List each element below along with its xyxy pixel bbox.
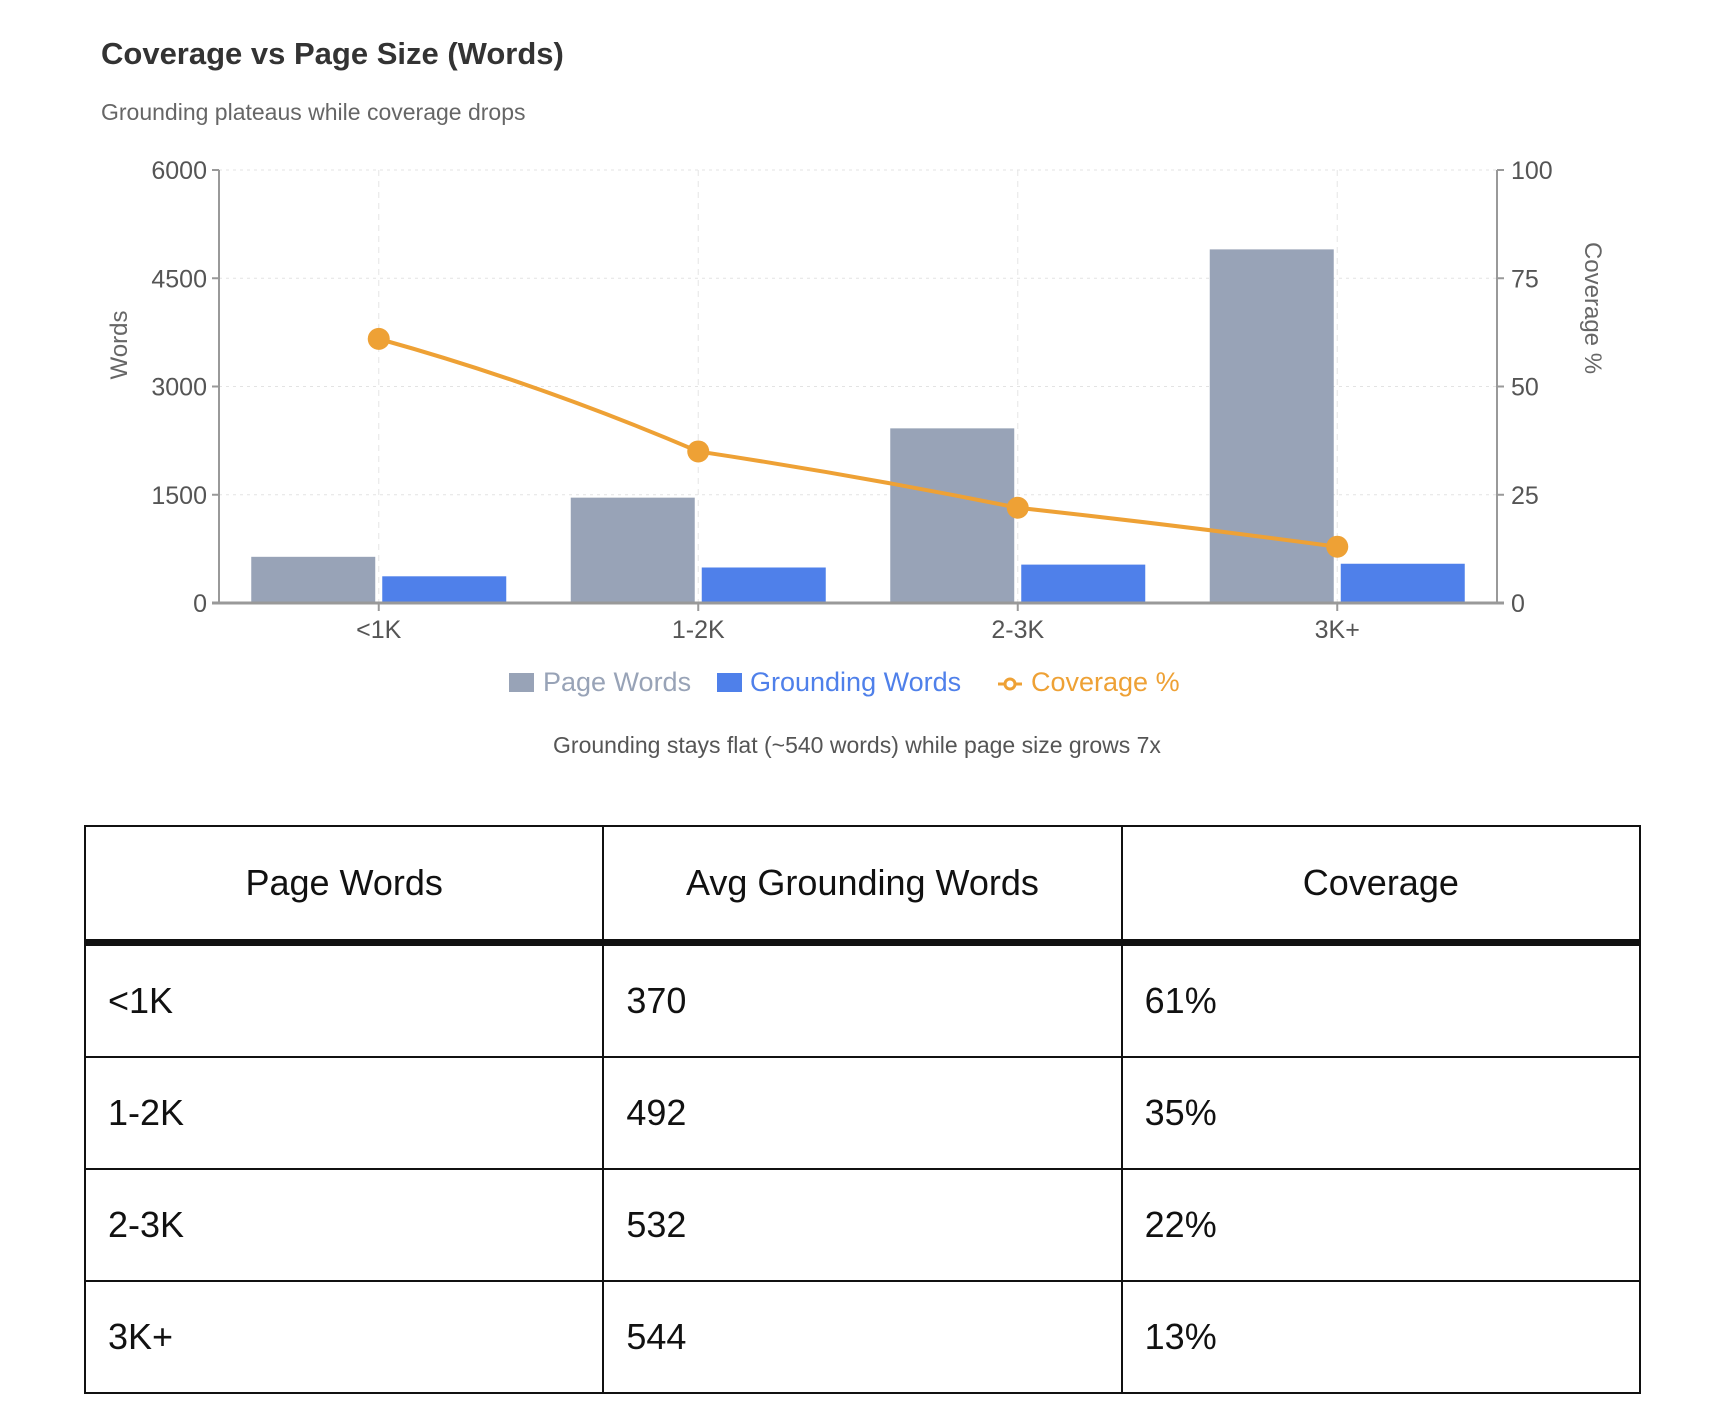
table-cell: 544 <box>602 1280 1123 1394</box>
table-row: 2-3K 532 22% <box>83 1168 1642 1282</box>
table-cell: 13% <box>1120 1280 1642 1394</box>
y2-axis-title: Coverage % <box>1579 242 1606 374</box>
y2-tick-label: 25 <box>1511 482 1539 510</box>
table-row: 3K+ 544 13% <box>83 1280 1642 1394</box>
table-cell: 370 <box>602 941 1123 1058</box>
legend: Page Words Grounding Words Coverage % <box>509 667 1180 697</box>
y-tick-label: 3000 <box>151 374 207 402</box>
bar-page-words <box>1209 249 1334 603</box>
y-tick-label: 0 <box>193 590 207 618</box>
table-cell: 1-2K <box>83 1056 605 1170</box>
bar-page-words <box>890 428 1015 603</box>
coverage-point <box>1006 496 1029 519</box>
bar-grounding-words <box>382 576 507 603</box>
y2-tick-label: 50 <box>1511 374 1539 402</box>
coverage-point <box>1326 535 1349 558</box>
table-cell: 22% <box>1120 1168 1642 1282</box>
y2-tick-label: 75 <box>1511 265 1539 293</box>
legend-page-words[interactable]: Page Words <box>543 667 691 697</box>
table-cell: 3K+ <box>83 1280 605 1394</box>
table-cell: 61% <box>1120 941 1642 1058</box>
x-tick-label: 2-3K <box>991 616 1044 644</box>
coverage-point <box>687 440 710 463</box>
table-row: 1-2K 492 35% <box>83 1056 1642 1170</box>
bar-page-words <box>251 556 376 603</box>
legend-swatch-grounding-words <box>717 673 742 692</box>
legend-grounding-words[interactable]: Grounding Words <box>750 667 961 697</box>
column-header: Page Words <box>83 825 605 946</box>
table-cell: 492 <box>602 1056 1123 1170</box>
table-cell: 532 <box>602 1168 1123 1282</box>
legend-coverage[interactable]: Coverage % <box>1031 667 1180 697</box>
y-tick-label: 6000 <box>151 157 207 185</box>
bar-page-words <box>570 497 695 603</box>
bar-grounding-words <box>1340 563 1465 603</box>
chart-annotation: Grounding stays flat (~540 words) while … <box>553 732 1161 758</box>
y2-tick-label: 100 <box>1511 157 1553 185</box>
column-header: Avg Grounding Words <box>602 825 1123 946</box>
column-header: Coverage <box>1120 825 1642 946</box>
legend-swatch-page-words <box>509 673 534 692</box>
table-row: <1K 370 61% <box>83 941 1642 1058</box>
table-cell: <1K <box>83 941 605 1058</box>
y-axis-title: Words <box>106 311 133 380</box>
x-tick-label: 3K+ <box>1315 616 1360 644</box>
y2-tick-label: 0 <box>1511 590 1525 618</box>
table-cell: 35% <box>1120 1056 1642 1170</box>
y-tick-label: 1500 <box>151 482 207 510</box>
y-tick-label: 4500 <box>151 265 207 293</box>
coverage-line <box>367 327 1349 558</box>
coverage-point <box>367 327 390 350</box>
table-cell: 2-3K <box>83 1168 605 1282</box>
x-tick-label: <1K <box>356 616 402 644</box>
table-body: <1K 370 61% 1-2K 492 35% 2-3K 532 22% 3K+ 544 13% <box>83 941 1642 1394</box>
bar-grounding-words <box>1021 564 1146 603</box>
chart-title: Coverage vs Page Size (Words) <box>101 36 564 71</box>
coverage-table: Page Words Avg Grounding Words Coverage <1… <box>83 825 1642 1394</box>
bar-grounding-words <box>701 567 826 603</box>
chart-subtitle: Grounding plateaus while coverage drops <box>101 99 526 125</box>
coverage-line-path <box>378 336 1338 549</box>
table-header-row: Page Words Avg Grounding Words Coverage <box>83 825 1642 946</box>
legend-marker-icon <box>1003 677 1017 691</box>
coverage-chart: Coverage vs Page Size (Words) Grounding … <box>101 36 1606 758</box>
bars <box>251 249 1465 603</box>
x-tick-label: 1-2K <box>672 616 725 644</box>
axes: 0 1500 3000 4500 6000 0 25 50 75 100 <1K 1-2K 2-3K 3K… <box>151 157 1552 644</box>
